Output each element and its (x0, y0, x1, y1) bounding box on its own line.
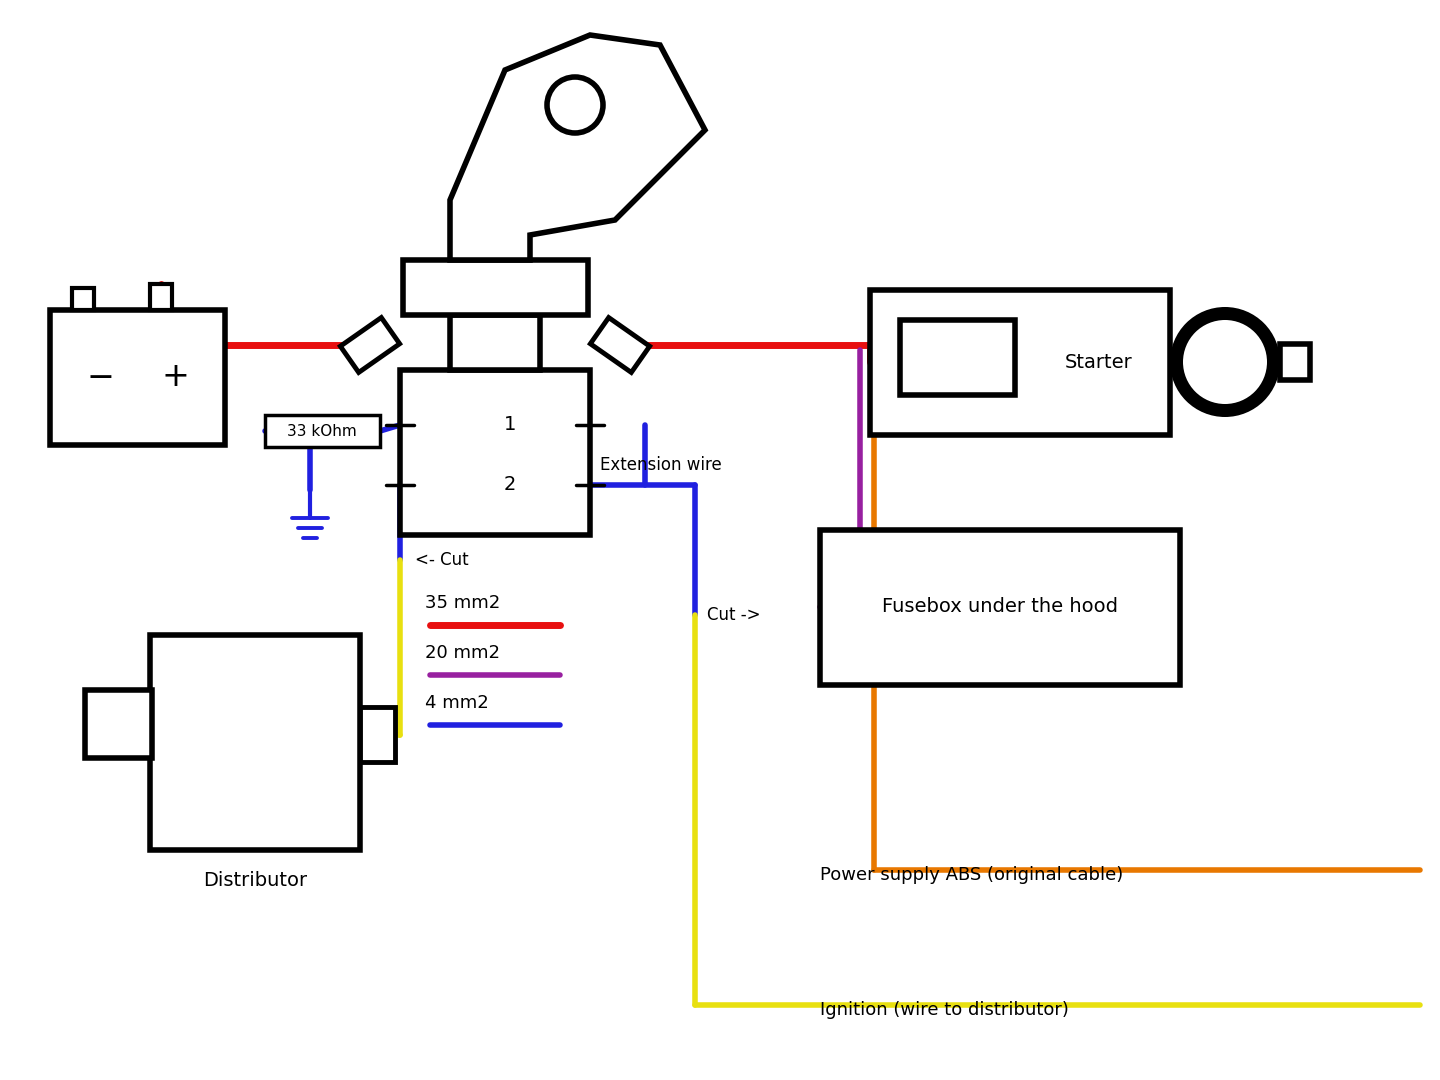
Bar (85, 690, 153, 758)
Text: Starter: Starter (1066, 352, 1133, 372)
Text: Ignition (wire to distributor): Ignition (wire to distributor) (819, 1001, 1068, 1020)
Text: 2: 2 (504, 475, 516, 495)
Text: +: + (161, 361, 189, 393)
Text: <- Cut: <- Cut (415, 551, 468, 569)
Bar (150, 635, 360, 850)
Circle shape (1169, 307, 1280, 417)
Text: Extension wire: Extension wire (600, 456, 721, 474)
Bar (360, 707, 395, 762)
Polygon shape (340, 318, 400, 373)
Bar (72, 288, 94, 310)
Text: 33 kOhm: 33 kOhm (287, 423, 357, 438)
Bar (400, 370, 590, 535)
Text: Power supply ABS (original cable): Power supply ABS (original cable) (819, 866, 1123, 885)
Bar (870, 291, 1169, 435)
Bar (150, 284, 171, 310)
Text: Cut ->: Cut -> (707, 606, 760, 624)
Bar (50, 310, 225, 445)
Polygon shape (590, 318, 649, 373)
Text: 35 mm2: 35 mm2 (425, 594, 500, 612)
Bar (265, 415, 380, 447)
Text: Fusebox under the hood: Fusebox under the hood (881, 597, 1117, 617)
Text: Distributor: Distributor (203, 870, 307, 890)
Text: 20 mm2: 20 mm2 (425, 644, 500, 662)
Bar (449, 315, 540, 370)
Bar (1280, 345, 1310, 380)
Text: 4 mm2: 4 mm2 (425, 694, 488, 712)
Circle shape (1184, 320, 1267, 404)
Polygon shape (449, 35, 706, 260)
Bar (403, 260, 588, 315)
Bar (900, 320, 1015, 395)
Text: 1: 1 (504, 416, 516, 434)
Text: −: − (86, 361, 114, 393)
Bar (819, 530, 1179, 685)
